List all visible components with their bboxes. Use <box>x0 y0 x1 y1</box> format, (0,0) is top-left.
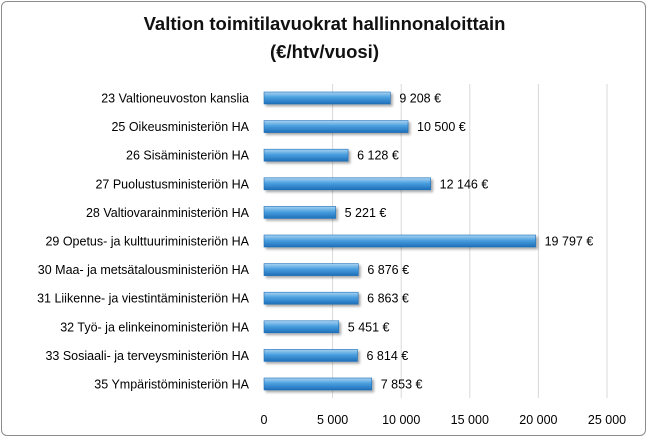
bar <box>263 206 336 219</box>
category-label: 25 Oikeusministeriön HA <box>111 120 249 134</box>
data-label: 6 814 € <box>366 349 408 363</box>
data-label: 6 128 € <box>357 149 399 163</box>
data-label: 7 853 € <box>381 378 423 392</box>
bar <box>263 377 373 391</box>
data-labels: 9 208 € 10 500 € 6 128 € 12 146 € 5 221 € 19 … <box>345 92 594 392</box>
bar <box>263 148 349 162</box>
category-label: 29 Opetus- ja kulttuuriministeriön HA <box>45 235 249 249</box>
data-label: 9 208 € <box>399 92 441 106</box>
bar <box>263 234 536 248</box>
chart-title-block: Valtion toimitilavuokrat hallinnonaloitt… <box>0 10 649 66</box>
category-label: 32 Työ- ja elinkeinoministeriön HA <box>60 320 249 334</box>
data-label: 5 221 € <box>345 206 387 220</box>
category-label: 35 Ympäristöministeriön HA <box>94 378 249 392</box>
category-label: 26 Sisäministeriön HA <box>126 149 250 163</box>
x-tick-labels: 0 5 000 10 000 15 000 20 000 25 000 <box>261 413 627 427</box>
data-label: 19 797 € <box>545 235 594 249</box>
bar <box>263 320 340 334</box>
bar <box>263 91 391 105</box>
category-label: 27 Puolustusministeriön HA <box>95 177 249 191</box>
category-label: 28 Valtiovarainministeriön HA <box>86 206 250 220</box>
bar <box>263 177 431 191</box>
x-tick-label: 20 000 <box>519 413 557 427</box>
bars <box>263 91 536 391</box>
category-label: 33 Sosiaali- ja terveysministeriön HA <box>45 349 249 363</box>
data-label: 10 500 € <box>417 120 466 134</box>
bar <box>263 291 359 305</box>
x-tick-label: 0 <box>261 413 268 427</box>
chart-title: Valtion toimitilavuokrat hallinnonaloitt… <box>143 13 506 34</box>
x-tick-label: 5 000 <box>317 413 348 427</box>
data-label: 6 876 € <box>367 263 409 277</box>
bar <box>263 120 409 133</box>
chart-subtitle: (€/htv/vuosi) <box>270 41 379 62</box>
bar <box>263 349 358 362</box>
x-tick-label: 10 000 <box>382 413 420 427</box>
data-label: 6 863 € <box>367 292 409 306</box>
x-tick-label: 15 000 <box>451 413 489 427</box>
bar <box>263 263 359 276</box>
data-label: 12 146 € <box>440 177 489 191</box>
data-label: 5 451 € <box>348 320 390 334</box>
category-label: 23 Valtioneuvoston kanslia <box>101 92 249 106</box>
x-tick-label: 25 000 <box>588 413 626 427</box>
category-labels: 23 Valtioneuvoston kanslia 25 Oikeusminis… <box>37 92 250 392</box>
category-label: 30 Maa- ja metsätalousministeriön HA <box>38 263 250 277</box>
category-label: 31 Liikenne- ja viestintäministeriön HA <box>37 292 250 306</box>
